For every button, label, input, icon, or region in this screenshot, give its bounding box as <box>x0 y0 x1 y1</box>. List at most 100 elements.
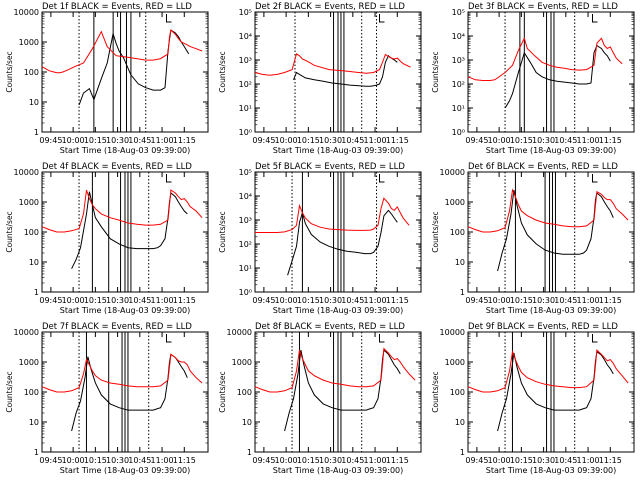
x-tick-label: 11:00 <box>151 136 174 145</box>
x-tick-label: 10:30 <box>106 296 129 305</box>
x-tick-label: 09:45 <box>39 296 62 305</box>
x-axis-label: Start Time (18-Aug-03 09:39:00) <box>60 466 191 475</box>
y-tick-label: 10000 <box>14 168 39 177</box>
attenuator-marker <box>379 174 385 183</box>
chart-title: Det 2f BLACK = Events, RED = LLD <box>255 2 405 12</box>
y-tick-label: 10⁴ <box>239 192 252 201</box>
y-axis-label: Counts/sec <box>218 371 227 412</box>
x-tick-label: 09:45 <box>39 136 62 145</box>
y-tick-label: 10 <box>455 418 465 427</box>
x-tick-label: 10:00 <box>62 456 85 465</box>
x-tick-label: 10:45 <box>341 456 364 465</box>
y-tick-label: 100 <box>24 228 39 237</box>
chart-panel-3: Det 3f BLACK = Events, RED = LLD 10⁰ 10¹ 10… <box>431 2 635 155</box>
x-tick-label: 10:45 <box>128 296 151 305</box>
x-tick-label: 09:45 <box>465 296 488 305</box>
x-tick-label: 11:15 <box>599 136 622 145</box>
y-axis-label: Counts/sec <box>5 371 14 412</box>
series-line-lld <box>254 347 416 393</box>
series-line-lld <box>254 53 411 76</box>
y-tick-label: 10² <box>452 80 465 89</box>
x-tick-label: 10:15 <box>297 456 320 465</box>
y-tick-label: 10000 <box>227 328 252 337</box>
x-tick-label: 11:15 <box>173 456 196 465</box>
y-tick-label: 100 <box>450 228 465 237</box>
x-tick-label: 10:15 <box>297 296 320 305</box>
x-tick-label: 10:15 <box>84 136 107 145</box>
x-axis-label: Start Time (18-Aug-03 09:39:00) <box>273 306 404 315</box>
chart-title: Det 7f BLACK = Events, RED = LLD <box>42 322 192 332</box>
x-tick-label: 10:30 <box>319 456 342 465</box>
x-tick-label: 11:00 <box>577 296 600 305</box>
x-tick-label: 09:45 <box>252 456 275 465</box>
x-tick-label: 11:15 <box>386 136 409 145</box>
chart-panel-7: Det 7f BLACK = Events, RED = LLD 1 10 100 10… <box>5 322 209 475</box>
chart-panel-4: Det 4f BLACK = Events, RED = LLD 1 10 100 10… <box>5 162 209 315</box>
y-tick-label: 10000 <box>440 328 465 337</box>
x-tick-label: 10:30 <box>532 296 555 305</box>
x-tick-label: 10:45 <box>554 456 577 465</box>
x-tick-label: 09:45 <box>465 136 488 145</box>
y-tick-label: 100 <box>450 388 465 397</box>
y-tick-label: 10⁵ <box>239 8 252 17</box>
attenuator-marker <box>592 174 598 183</box>
series-line-events <box>497 190 614 272</box>
series-line-lld <box>467 349 629 393</box>
y-tick-label: 10⁰ <box>239 288 252 297</box>
x-axis-label: Start Time (18-Aug-03 09:39:00) <box>486 466 617 475</box>
x-axis-label: Start Time (18-Aug-03 09:39:00) <box>60 146 191 155</box>
x-tick-label: 09:45 <box>252 296 275 305</box>
x-tick-label: 11:15 <box>386 296 409 305</box>
x-tick-label: 10:00 <box>275 136 298 145</box>
y-tick-label: 1000 <box>19 358 39 367</box>
attenuator-marker <box>379 334 385 343</box>
y-tick-label: 10⁵ <box>452 8 465 17</box>
x-tick-label: 10:30 <box>106 456 129 465</box>
x-tick-label: 10:00 <box>488 456 511 465</box>
y-tick-label: 1 <box>460 288 465 297</box>
x-tick-label: 09:45 <box>465 456 488 465</box>
x-tick-label: 10:45 <box>554 296 577 305</box>
y-axis-label: Counts/sec <box>5 51 14 92</box>
y-tick-label: 10⁵ <box>239 168 252 177</box>
x-tick-label: 10:45 <box>554 136 577 145</box>
series-line-events <box>504 44 611 109</box>
y-tick-label: 10000 <box>440 168 465 177</box>
x-tick-label: 10:00 <box>275 296 298 305</box>
series-line-events <box>284 349 401 432</box>
y-tick-label: 10³ <box>239 56 252 65</box>
y-axis-label: Counts/sec <box>218 211 227 252</box>
x-tick-label: 11:00 <box>364 136 387 145</box>
y-tick-label: 100 <box>24 68 39 77</box>
y-tick-label: 1000 <box>445 198 465 207</box>
x-tick-label: 10:15 <box>510 456 533 465</box>
y-axis-label: Counts/sec <box>5 211 14 252</box>
series-line-lld <box>467 36 623 81</box>
y-tick-label: 10⁰ <box>452 128 465 137</box>
attenuator-marker <box>166 334 172 343</box>
x-tick-label: 10:00 <box>275 456 298 465</box>
x-tick-label: 10:30 <box>319 136 342 145</box>
y-tick-label: 10³ <box>239 216 252 225</box>
series-line-events <box>293 55 398 87</box>
x-tick-label: 10:15 <box>297 136 320 145</box>
chart-title: Det 9f BLACK = Events, RED = LLD <box>468 322 618 332</box>
y-tick-label: 1 <box>34 448 39 457</box>
x-tick-label: 10:45 <box>128 456 151 465</box>
chart-panel-6: Det 6f BLACK = Events, RED = LLD 1 10 100 10… <box>431 162 635 315</box>
chart-title: Det 6f BLACK = Events, RED = LLD <box>468 162 618 172</box>
x-tick-label: 11:15 <box>173 296 196 305</box>
y-tick-label: 10 <box>242 418 252 427</box>
y-tick-label: 10¹ <box>239 104 252 113</box>
y-tick-label: 10 <box>29 418 39 427</box>
x-tick-label: 09:45 <box>252 136 275 145</box>
attenuator-marker <box>592 334 598 343</box>
series-line-events <box>71 191 188 269</box>
series-line-events <box>78 29 190 106</box>
x-tick-label: 10:15 <box>510 296 533 305</box>
chart-panel-5: Det 5f BLACK = Events, RED = LLD 10⁰ 10¹ 10… <box>218 162 422 315</box>
x-tick-label: 09:45 <box>39 456 62 465</box>
y-axis-label: Counts/sec <box>431 51 440 92</box>
y-tick-label: 10000 <box>14 328 39 337</box>
